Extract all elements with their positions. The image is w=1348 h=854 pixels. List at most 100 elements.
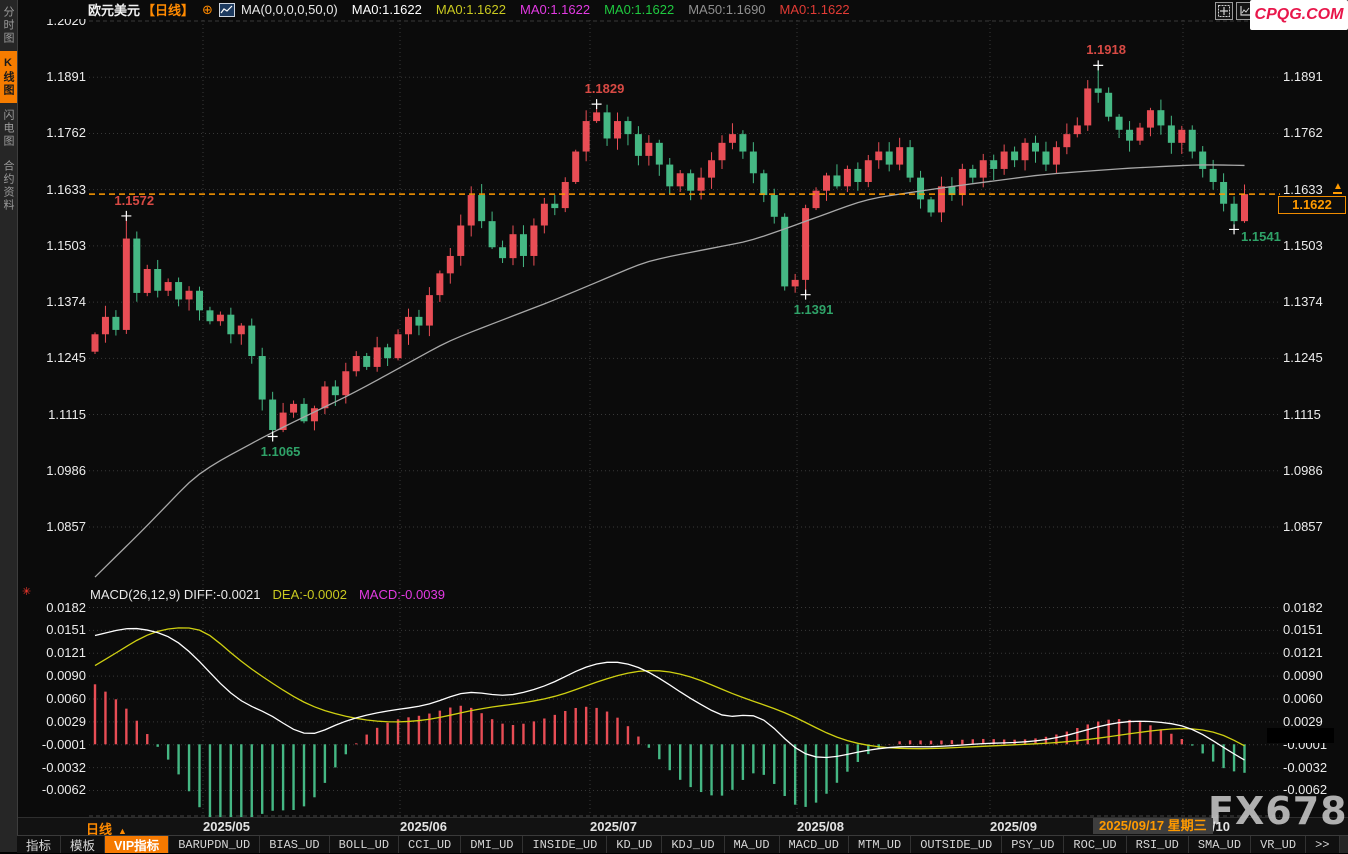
candle-body (1231, 204, 1238, 221)
candle-body (1105, 93, 1112, 117)
price-axis-left-1: 1.1891 (24, 70, 86, 84)
macd-axis-left-4: 0.0060 (24, 692, 86, 706)
price-annotation-1.1918: 1.1918 (1086, 43, 1126, 56)
candle-body (1022, 143, 1029, 160)
scroll-to-latest-icon[interactable]: ▲ (1333, 182, 1343, 194)
sidebar-tab-0[interactable]: 分时图 (0, 0, 17, 51)
sidebar-tab-2[interactable]: 闪电图 (0, 103, 17, 154)
candle-body (719, 143, 726, 160)
ma-value-1: MA0:1.1622 (352, 2, 422, 17)
candle-body (1053, 147, 1060, 164)
ma-value-0: MA(0,0,0,0,50,0) (241, 2, 338, 17)
indicator-chart-icon[interactable] (219, 3, 235, 17)
toolbar-tab-[interactable]: 模板 (61, 836, 105, 853)
candle-body (426, 295, 433, 325)
candle-body (583, 121, 590, 151)
candle-body (1147, 110, 1154, 127)
price-axis-left-6: 1.1245 (24, 351, 86, 365)
price-axis-right-9: 1.0857 (1283, 520, 1323, 534)
macd-axis-right-5: 0.0029 (1283, 715, 1323, 729)
toolbar-tab-kdj_ud[interactable]: KDJ_UD (662, 836, 724, 853)
candle-body (875, 152, 882, 161)
toolbar-tab-rsi_ud[interactable]: RSI_UD (1127, 836, 1189, 853)
candle-body (1137, 128, 1144, 141)
candle-body (1084, 88, 1091, 125)
candle-body (457, 225, 464, 255)
candle-body (593, 112, 600, 121)
candle-body (468, 195, 475, 225)
macd-axis-left-2: 0.0121 (24, 646, 86, 660)
candle-body (133, 239, 140, 293)
toolbar-tab-roc_ud[interactable]: ROC_UD (1064, 836, 1126, 853)
toolbar-tab-outside_ud[interactable]: OUTSIDE_UD (911, 836, 1002, 853)
toolbar-tab-kd_ud[interactable]: KD_UD (607, 836, 662, 853)
toolbar-tab-boll_ud[interactable]: BOLL_UD (330, 836, 399, 853)
toolbar-tab-vr_ud[interactable]: VR_UD (1251, 836, 1306, 853)
toolbar-tab-dmi_ud[interactable]: DMI_UD (461, 836, 523, 853)
macd-header-seg-0: MACD(26,12,9) DIFF:-0.0021 (90, 587, 261, 602)
toolbar-tab->>[interactable]: >> (1306, 836, 1339, 853)
candle-body (781, 217, 788, 287)
add-compare-icon[interactable]: ⊕ (202, 2, 213, 18)
crosshair-date-tooltip: 2025/09/17 星期三 (1093, 818, 1213, 834)
candle-body (551, 204, 558, 208)
macd-axis-right-3: 0.0090 (1283, 669, 1323, 683)
candle-body (290, 404, 297, 413)
toolbar-tab-macd_ud[interactable]: MACD_UD (780, 836, 849, 853)
candle-body (530, 225, 537, 255)
toolbar-tab-vip[interactable]: VIP指标 (105, 836, 169, 853)
candle-body (886, 152, 893, 165)
current-price-badge: 1.1622 (1278, 196, 1346, 214)
toolbar-tab-sma_ud[interactable]: SMA_UD (1189, 836, 1251, 853)
price-axis-right-3: 1.1633 (1283, 183, 1323, 197)
crosshair-box-icon[interactable] (1215, 2, 1233, 20)
candle-body (1168, 125, 1175, 142)
macd-axis-left-5: 0.0029 (24, 715, 86, 729)
candle-body (447, 256, 454, 273)
toolbar-tab-mtm_ud[interactable]: MTM_UD (849, 836, 911, 853)
month-label-3: 2025/08 (797, 819, 844, 834)
candle-body (332, 386, 339, 395)
price-axis-right-5: 1.1374 (1283, 295, 1323, 309)
month-label-1: 2025/06 (400, 819, 447, 834)
month-label-2: 2025/07 (590, 819, 637, 834)
sidebar-tab-3[interactable]: 合约资料 (0, 154, 17, 218)
price-axis-left-5: 1.1374 (24, 295, 86, 309)
toolbar-tab-inside_ud[interactable]: INSIDE_UD (523, 836, 607, 853)
toolbar-tab-barupdn_ud[interactable]: BARUPDN_UD (169, 836, 260, 853)
candle-body (624, 121, 631, 134)
candle-body (238, 326, 245, 335)
toolbar-tab-bias_ud[interactable]: BIAS_UD (260, 836, 329, 853)
toolbar-tab-[interactable]: 指标 (17, 836, 61, 853)
macd-axis-right-2: 0.0121 (1283, 646, 1323, 660)
candle-body (154, 269, 161, 291)
candle-body (729, 134, 736, 143)
candle-body (739, 134, 746, 151)
price-axis-left-3: 1.1633 (24, 183, 86, 197)
sidebar-tab-1[interactable]: K线图 (0, 51, 17, 103)
candle-body (1116, 117, 1123, 130)
price-axis-right-7: 1.1115 (1283, 408, 1321, 422)
candle-body (384, 347, 391, 358)
toolbar-tab-psy_ud[interactable]: PSY_UD (1002, 836, 1064, 853)
candle-body (165, 282, 172, 291)
candle-body (760, 173, 767, 195)
price-axis-left-9: 1.0857 (24, 520, 86, 534)
toolbar-tab-ma_ud[interactable]: MA_UD (725, 836, 780, 853)
toolbar-tab-cci_ud[interactable]: CCI_UD (399, 836, 461, 853)
candle-body (813, 191, 820, 208)
price-axis-left-4: 1.1503 (24, 239, 86, 253)
candle-body (645, 143, 652, 156)
candle-body (499, 247, 506, 258)
brand-logo[interactable]: CPQG.COM (1250, 0, 1348, 30)
price-axis-right-1: 1.1891 (1283, 70, 1323, 84)
candle-body (259, 356, 266, 400)
candle-body (1157, 110, 1164, 125)
